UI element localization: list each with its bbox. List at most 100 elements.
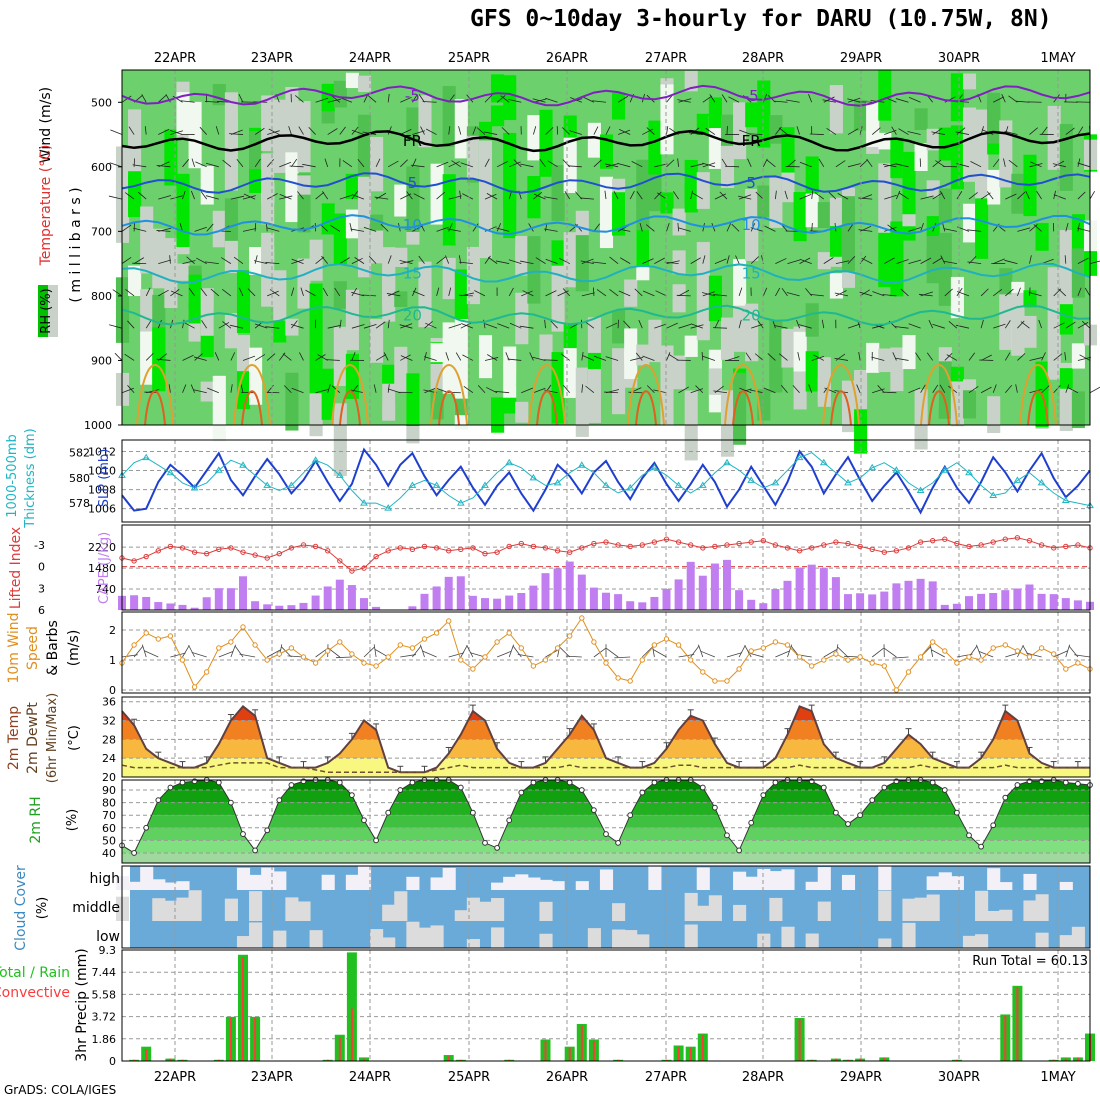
cloud-cell [1059,935,1073,948]
rh-point [941,787,948,793]
temp-line [121,705,1090,774]
wind-barb [1065,321,1076,329]
cloud-cell [357,866,372,890]
wind-barb [461,323,474,329]
cape-bar [650,596,659,610]
lifted-index-point [397,545,403,551]
wind-barb [956,291,970,297]
wind10-barb [141,644,147,658]
wind-barb [726,255,730,264]
rh-cell [1023,315,1037,348]
convective-bar [1016,987,1019,1061]
wind10-point [409,645,416,651]
wind-barb [895,163,909,168]
thickness-label-top: 1000-500mb [5,434,20,518]
wind10-barb [182,645,190,658]
wind-barb [695,385,704,394]
wind-barb [331,95,341,103]
wind-barb [373,384,377,393]
thickness-point [360,499,368,506]
wind-barb [193,356,207,361]
wind-barb [692,192,704,200]
wind-barb [690,388,704,394]
thickness-point [1037,478,1046,486]
wind-barb [560,353,570,361]
wind-barb [1041,385,1050,394]
cape-bar [456,576,465,610]
lifted-index-point [966,543,972,550]
wind10-point [312,660,319,666]
wind-barb [887,224,897,232]
cloud-cell [926,876,940,890]
rh-cell [382,268,396,322]
wind-barb [775,126,782,135]
cloud-cell [636,934,650,948]
wind-barb [609,256,619,264]
date-tick-bottom: 26APR [546,1070,588,1085]
temp-band [122,720,1090,740]
convective-bar [145,1049,148,1061]
wind-barb [172,95,183,103]
rh-cell [551,265,565,332]
rh-point [929,779,936,786]
rh-cell [1023,290,1037,308]
cape-bar [1073,600,1082,610]
wind-barb [387,126,392,135]
wind10-point [809,663,815,669]
wind-barb [1077,222,1080,232]
y-tick-label: 0 [109,1055,116,1068]
rh-point [143,824,150,831]
date-tick-bottom: 1MAY [1040,1070,1075,1085]
rh-cell [599,218,614,249]
wind10-barb [700,650,716,658]
convective-bar [955,1059,958,1061]
wind10-barb [929,644,934,658]
wind-barb [811,356,825,361]
wind10-point [373,663,379,669]
y-tick-label: 900 [91,354,112,367]
rain-legend-label: Total / Rain [0,965,70,981]
contour-30 [732,390,754,426]
wind-barb [861,257,873,264]
wind-barb [156,164,171,168]
wind-barb [532,98,546,103]
rh-cell [878,163,892,236]
wind-barb [896,190,901,200]
wind-barb [592,261,607,265]
thickness-point [166,468,175,476]
rh-cell [309,382,323,437]
wind10-point [917,654,924,660]
rh-cell [551,164,565,222]
wind-barb [690,190,693,200]
wind-barb [436,161,449,168]
wind-barb [375,354,387,361]
rh-cell [962,73,977,90]
wind-barb [448,195,462,200]
wind-barb [1004,320,1011,329]
lifted-index-point [881,549,887,555]
wind-barb [351,129,365,135]
wind10-point [930,639,936,645]
wind-barb [677,158,679,167]
wind-barb [884,257,895,264]
wind-barb [750,256,759,264]
wind-barb [291,287,295,297]
y-tick-label: 90 [102,784,116,797]
thickness-point [214,466,223,473]
rh-cell [442,174,456,246]
cloud-cell [249,922,263,948]
panel-frame [121,439,1091,523]
cape-bar [686,561,695,610]
wind-barb [127,385,135,393]
wind-barb [562,127,570,135]
wind-barb [676,294,691,297]
wind-barb [242,355,256,361]
lifted-index-point [954,540,960,547]
cloud-cell [273,930,287,948]
y-tick-label: 28 [102,733,116,746]
rh-cell [382,383,396,421]
wind10-barb [775,650,790,658]
cape-bar [372,606,381,610]
rh-cell [648,173,662,212]
cape-bar [287,605,296,610]
